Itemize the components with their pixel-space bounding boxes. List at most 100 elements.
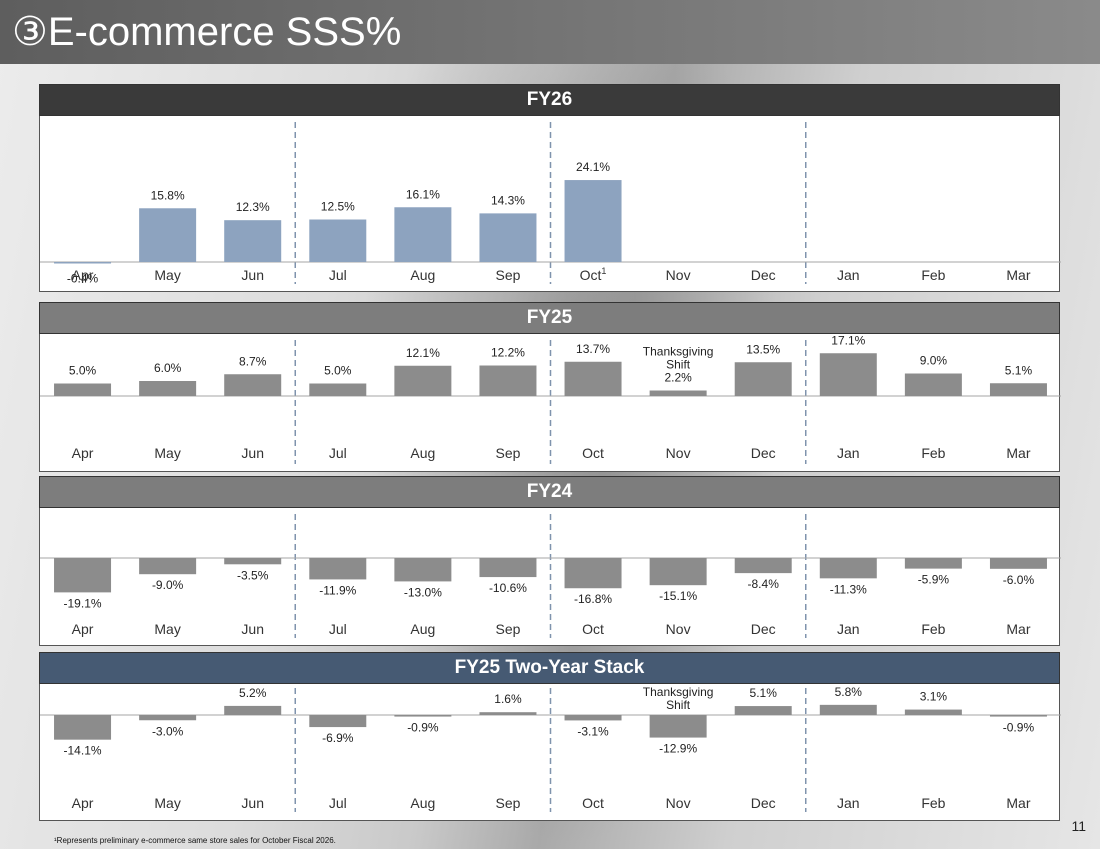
- category-label: May: [154, 795, 180, 811]
- bar: [309, 219, 367, 262]
- category-label: Apr: [72, 445, 94, 461]
- data-label: 1.6%: [494, 692, 522, 706]
- bar: [224, 705, 282, 715]
- bar: [139, 715, 197, 721]
- page-number: 11: [1071, 818, 1086, 834]
- bar: [394, 715, 452, 717]
- data-label: 3.1%: [920, 690, 948, 704]
- bar: [54, 715, 112, 740]
- data-label: -8.4%: [748, 577, 780, 591]
- bar: [54, 558, 112, 593]
- chart-panel-fy26: FY26 -0.4% Apr 15.8% May 12.3% Jun 12.5% Jul 16.…: [39, 84, 1061, 292]
- data-label: 8.7%: [239, 354, 267, 368]
- data-label: 15.8%: [151, 188, 185, 202]
- data-label: 12.2%: [491, 346, 525, 360]
- category-label: Apr: [72, 621, 94, 637]
- data-label: 17.1%: [831, 334, 865, 347]
- category-label: Oct: [582, 795, 604, 811]
- chart-title: FY24: [39, 476, 1060, 508]
- data-label: 13.7%: [576, 342, 610, 356]
- category-label: Apr: [72, 795, 94, 811]
- chart-body: -19.1% Apr -9.0% May -3.5% Jun -11.9% Jul -13.0%…: [39, 508, 1061, 646]
- bar: [649, 715, 707, 738]
- data-label: -15.1%: [659, 589, 697, 603]
- bar: [54, 262, 112, 264]
- category-label: Mar: [1006, 267, 1030, 283]
- data-label: 16.1%: [406, 187, 440, 201]
- data-label: -9.0%: [152, 578, 184, 592]
- data-label: -10.6%: [489, 581, 527, 595]
- category-label: May: [154, 445, 180, 461]
- bar: [479, 712, 537, 715]
- category-label: Mar: [1006, 445, 1030, 461]
- bar: [564, 361, 622, 396]
- data-label: 5.0%: [69, 364, 97, 378]
- data-label: 12.1%: [406, 346, 440, 360]
- data-label: 12.3%: [236, 200, 270, 214]
- annotation-label: Thanksgiving: [643, 685, 714, 699]
- data-label: 2.2%: [664, 371, 692, 385]
- bar: [734, 362, 792, 396]
- chart-svg: -19.1% Apr -9.0% May -3.5% Jun -11.9% Jul -13.0%…: [40, 514, 1061, 638]
- annotation-label: Shift: [666, 698, 691, 712]
- bar: [394, 365, 452, 396]
- category-label: Jul: [329, 795, 347, 811]
- chart-panel-two-year-stack: FY25 Two-Year Stack -14.1% Apr -3.0% May 5.2…: [39, 652, 1061, 821]
- chart-svg: 5.0% Apr 6.0% May 8.7% Jun 5.0% Jul 12.1% Aug 12.2…: [40, 334, 1061, 464]
- data-label: -14.1%: [64, 744, 102, 758]
- title-bar: ③E-commerce SSS%: [0, 0, 1100, 64]
- bar: [309, 558, 367, 580]
- bar: [479, 365, 537, 396]
- bar: [734, 706, 792, 715]
- chart-title: FY25 Two-Year Stack: [39, 652, 1060, 684]
- data-label: -5.9%: [918, 573, 950, 587]
- bar: [904, 373, 962, 396]
- category-label: May: [154, 621, 180, 637]
- category-label: Oct: [582, 445, 604, 461]
- category-label: Sep: [495, 621, 520, 637]
- category-label: Jun: [241, 795, 264, 811]
- data-label: 14.3%: [491, 193, 525, 207]
- category-label: Nov: [666, 621, 691, 637]
- chart-body: 5.0% Apr 6.0% May 8.7% Jun 5.0% Jul 12.1% Aug 12.2…: [39, 334, 1061, 472]
- data-label: -13.0%: [404, 585, 442, 599]
- data-label: -0.4%: [67, 272, 99, 286]
- bar: [139, 381, 197, 396]
- data-label: 5.8%: [835, 685, 863, 699]
- bar: [819, 353, 877, 396]
- category-label: Jun: [241, 445, 264, 461]
- bar: [819, 704, 877, 715]
- data-label: 5.1%: [750, 686, 778, 700]
- category-label: Jan: [837, 795, 860, 811]
- category-label: Feb: [921, 267, 945, 283]
- category-label: Feb: [921, 445, 945, 461]
- chart-panel-fy25: FY25 5.0% Apr 6.0% May 8.7% Jun 5.0% Jul 12.1% Au…: [39, 302, 1061, 472]
- data-label: 6.0%: [154, 361, 182, 375]
- chart-title: FY25: [39, 302, 1060, 334]
- bar: [649, 558, 707, 586]
- category-label: Jul: [329, 267, 347, 283]
- data-label: -3.0%: [152, 724, 184, 738]
- category-label: Jan: [837, 445, 860, 461]
- category-label: Jul: [329, 445, 347, 461]
- data-label: -0.9%: [407, 721, 439, 735]
- category-label: Sep: [495, 445, 520, 461]
- category-label: Mar: [1006, 795, 1030, 811]
- bar: [54, 383, 112, 396]
- data-label: -19.1%: [64, 596, 102, 610]
- category-label: Aug: [410, 795, 435, 811]
- data-label: 5.2%: [239, 686, 267, 700]
- chart-title: FY26: [39, 84, 1060, 116]
- category-label: Aug: [410, 621, 435, 637]
- bar: [224, 558, 282, 565]
- data-label: -11.3%: [830, 582, 867, 596]
- bar: [224, 374, 282, 396]
- category-label: Jul: [329, 621, 347, 637]
- category-label: Jan: [837, 621, 860, 637]
- category-label: Aug: [410, 445, 435, 461]
- footnote: ¹Represents preliminary e-commerce same …: [54, 836, 336, 845]
- category-label: Nov: [666, 445, 691, 461]
- data-label: -6.9%: [322, 731, 354, 745]
- category-label: Dec: [751, 621, 776, 637]
- chart-svg: -0.4%Apr 15.8% May 12.3% Jun 12.5% Jul 16.1% Aug…: [40, 122, 1061, 286]
